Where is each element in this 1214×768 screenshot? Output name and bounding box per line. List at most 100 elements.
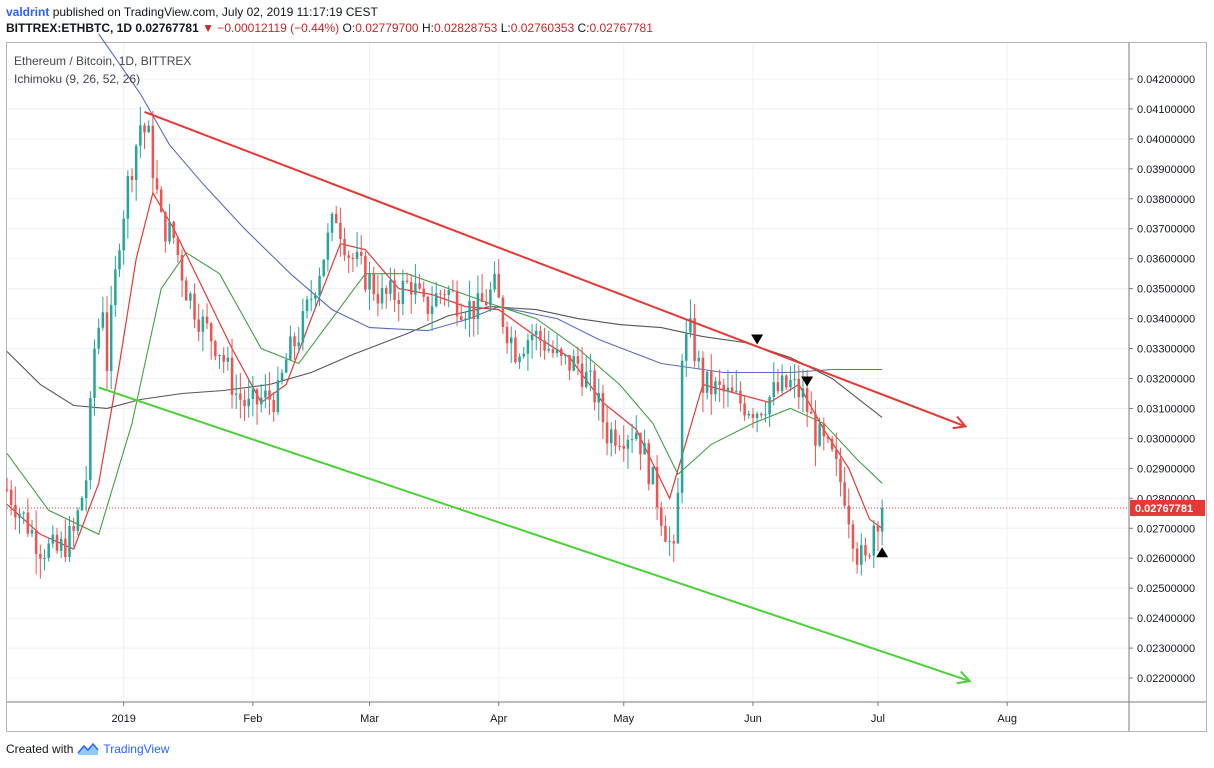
candle-body: [847, 505, 851, 525]
candle-body: [109, 305, 113, 372]
candle-body: [747, 413, 751, 416]
y-tick-label: 0.03800000: [1137, 194, 1195, 206]
chart-frame[interactable]: [6, 42, 1207, 732]
candle-body: [239, 393, 242, 400]
legend-indicator[interactable]: Ichimoku (9, 26, 52, 26): [14, 72, 141, 86]
y-tick-label: 0.03100000: [1137, 403, 1195, 415]
y-tick-label: 0.02600000: [1137, 553, 1195, 565]
leading-span-b-line: [98, 33, 883, 374]
y-tick-label: 0.03400000: [1137, 314, 1195, 326]
candle-body: [80, 497, 84, 511]
candle-body: [793, 378, 796, 380]
candle-body: [664, 525, 667, 542]
candle-body: [201, 316, 205, 332]
candle-body: [639, 432, 642, 455]
candle-body: [139, 125, 142, 146]
candle-body: [376, 294, 380, 304]
candle-body: [730, 387, 734, 392]
candle-body: [176, 237, 180, 256]
candle-body: [768, 396, 771, 415]
footer: Created with TradingView: [6, 742, 169, 756]
candle-body: [855, 548, 859, 565]
candle-body: [585, 371, 588, 387]
candle-body: [243, 399, 246, 407]
candle-body: [555, 349, 559, 354]
symbol-label[interactable]: BITTREX:ETHBTC, 1D: [6, 21, 132, 35]
candle-body: [764, 414, 767, 416]
candle-body: [59, 538, 63, 551]
candle-body: [514, 337, 517, 363]
candle-body: [214, 341, 217, 357]
candle-body: [280, 372, 284, 381]
candle-body: [576, 356, 580, 364]
candle-body: [430, 306, 434, 314]
candle-body: [405, 280, 409, 283]
candle-body: [76, 510, 80, 531]
candlesticks: [5, 107, 884, 579]
candle-body: [5, 489, 9, 491]
candle-body: [726, 387, 730, 392]
candle-body: [68, 526, 71, 558]
candle-body: [126, 175, 130, 219]
candle-body: [643, 443, 646, 455]
candle-body: [843, 482, 846, 506]
candle-body: [255, 389, 259, 405]
candle-body: [289, 336, 292, 360]
candle-body: [605, 422, 609, 444]
candle-body: [668, 541, 671, 543]
candle-body: [672, 541, 676, 544]
candle-body: [330, 214, 334, 233]
candle-body: [230, 357, 234, 395]
low-label: L:: [500, 21, 511, 35]
candle-body: [818, 423, 821, 446]
candle-body: [314, 295, 317, 299]
candle-body: [589, 370, 592, 372]
candle-body: [414, 283, 417, 295]
publisher-username[interactable]: valdrint: [6, 5, 50, 19]
candle-body: [484, 302, 488, 306]
candle-body: [568, 355, 571, 371]
candle-body: [797, 378, 801, 398]
candle-body: [739, 390, 742, 404]
candle-body: [30, 530, 34, 534]
candle-body: [393, 280, 396, 301]
candle-body: [284, 359, 288, 373]
candle-body: [597, 393, 601, 403]
open-label: O:: [342, 21, 356, 35]
close-label: C:: [577, 21, 590, 35]
candle-body: [826, 436, 830, 439]
candle-body: [418, 283, 421, 289]
candle-body: [776, 382, 780, 392]
candle-body: [655, 466, 659, 508]
candle-body: [318, 275, 321, 296]
candle-body: [9, 489, 13, 505]
candle-body: [47, 543, 50, 558]
candle-body: [168, 221, 171, 242]
candle-body: [347, 255, 350, 258]
buy-marker: [876, 547, 889, 558]
candle-body: [159, 189, 163, 212]
tradingview-brand[interactable]: TradingView: [103, 742, 170, 756]
candle-body: [714, 381, 717, 395]
candle-body: [434, 293, 438, 307]
candle-body: [234, 393, 238, 395]
created-with-text: Created with: [6, 742, 74, 756]
trend-arrow-head: [952, 415, 968, 430]
signal-markers: [751, 334, 889, 558]
candle-body: [14, 504, 17, 518]
symbol-bar: BITTREX:ETHBTC, 1D 0.02767781 ▼ −0.00012…: [6, 21, 653, 35]
candle-body: [209, 323, 213, 342]
candle-body: [51, 534, 55, 544]
candle-body: [805, 388, 809, 412]
candle-body: [401, 280, 405, 305]
candle-body: [551, 349, 555, 354]
candle-body: [105, 312, 109, 372]
candle-body: [43, 557, 46, 559]
lagging-span-line: [6, 306, 883, 418]
candle-body: [789, 379, 792, 388]
candle-body: [155, 178, 159, 190]
candle-body: [130, 175, 134, 181]
candle-body: [760, 413, 763, 416]
candle-body: [259, 397, 263, 405]
